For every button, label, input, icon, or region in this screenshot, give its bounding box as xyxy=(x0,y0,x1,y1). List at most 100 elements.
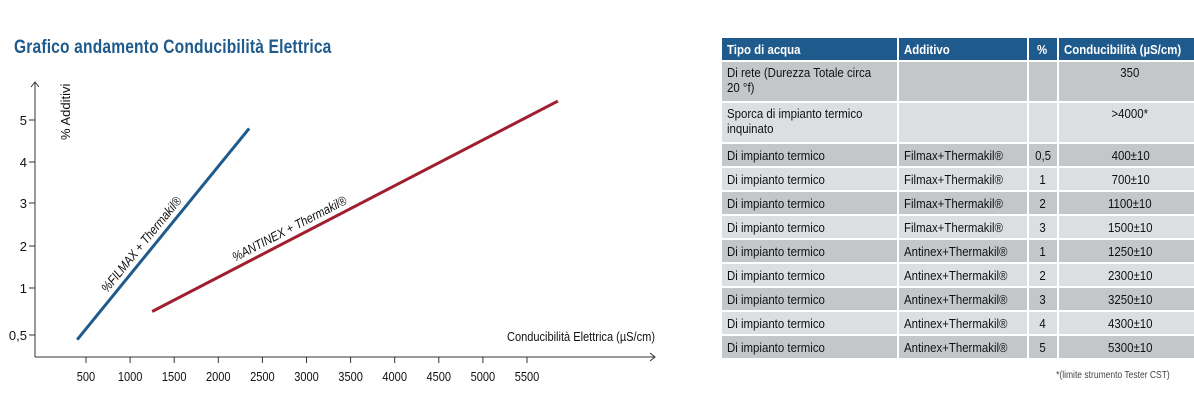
x-axis-arrow-icon xyxy=(649,352,656,362)
y-tick-label: 1 xyxy=(20,281,27,296)
table-cell-text: 1500±10 xyxy=(1108,219,1153,235)
x-tick-label: 500 xyxy=(77,369,96,384)
table-cell: Antinex+Thermakil® xyxy=(899,264,1027,286)
table-cell-text: Di impianto termico xyxy=(727,315,825,331)
table-cell-text: 3 xyxy=(1039,219,1046,235)
x-tick-label: 1500 xyxy=(162,369,187,384)
table-cell: 2 xyxy=(1028,264,1057,286)
table-cell-text: 1 xyxy=(1039,243,1046,259)
x-tick-label: 5500 xyxy=(515,369,540,384)
table-cell: >4000* xyxy=(1058,103,1194,142)
table-row: Di impianto termico Antinex+Thermakil® 1 12… xyxy=(722,240,1194,262)
x-tick-label: 2500 xyxy=(250,369,275,384)
table-cell-text: Di rete (Durezza Totale circa 20 °f) xyxy=(727,65,872,95)
table-cell-text: 1100±10 xyxy=(1108,195,1153,211)
table-cell: Di impianto termico xyxy=(722,192,897,214)
table-cell-text: 2 xyxy=(1039,195,1046,211)
table-cell: 3 xyxy=(1028,216,1057,238)
x-tick-label: 2000 xyxy=(206,369,231,384)
table-cell-text: Filmax+Thermakil® xyxy=(904,147,1004,163)
table-cell: Sporca di impianto termico inquinato xyxy=(722,103,897,142)
table-row: Di impianto termico Filmax+Thermakil® 2 110… xyxy=(722,192,1194,214)
table-cell: Antinex+Thermakil® xyxy=(899,312,1027,334)
table-row: Di impianto termico Filmax+Thermakil® 0,5 4… xyxy=(722,144,1194,166)
column-header-label: Tipo di acqua xyxy=(727,41,801,57)
table-cell-text: Antinex+Thermakil® xyxy=(904,243,1008,259)
table-cell: 700±10 xyxy=(1058,168,1194,190)
table-cell-text: 2 xyxy=(1039,267,1046,283)
series-line-antinex xyxy=(151,99,559,313)
x-tick-label: 4000 xyxy=(382,369,407,384)
y-tick-label: 5 xyxy=(20,113,27,128)
table-cell-text: 700±10 xyxy=(1111,171,1150,187)
table-cell: Di impianto termico xyxy=(722,336,897,358)
table-cell-text: 5 xyxy=(1039,339,1046,355)
table-cell-text: Antinex+Thermakil® xyxy=(904,339,1008,355)
x-tick-label: 3000 xyxy=(294,369,319,384)
table-cell: 2 xyxy=(1028,192,1057,214)
table-cell-text: 400±10 xyxy=(1111,147,1150,163)
table-cell: 0,5 xyxy=(1028,144,1057,166)
chart-title: Grafico andamento Conducibilità Elettric… xyxy=(14,37,332,58)
y-tick-label: 3 xyxy=(20,196,27,211)
table-cell: Di impianto termico xyxy=(722,312,897,334)
table-cell: Filmax+Thermakil® xyxy=(899,192,1027,214)
table-row: Di impianto termico Antinex+Thermakil® 5 53… xyxy=(722,336,1194,358)
table-header-row: Tipo di acqua Additivo% Conducibilità (µS/… xyxy=(722,38,1194,60)
table-cell: Filmax+Thermakil® xyxy=(899,216,1027,238)
table-footnote: *(limite strumento Tester CST) xyxy=(1056,370,1170,381)
table-cell: 3250±10 xyxy=(1058,288,1194,310)
table-cell-text: Di impianto termico xyxy=(727,267,825,283)
table-cell: Di impianto termico xyxy=(722,264,897,286)
table-cell-text: Di impianto termico xyxy=(727,291,825,307)
x-tick-label: 3500 xyxy=(338,369,363,384)
table-cell-text: Antinex+Thermakil® xyxy=(904,315,1008,331)
table-cell: Di impianto termico xyxy=(722,144,897,166)
x-tick-label: 1000 xyxy=(118,369,143,384)
table-cell: 5 xyxy=(1028,336,1057,358)
table-cell-text: >4000* xyxy=(1111,106,1149,121)
table-cell-text: 2300±10 xyxy=(1108,267,1153,283)
table-cell: 3 xyxy=(1028,288,1057,310)
table-cell-text: Sporca di impianto termico inquinato xyxy=(727,106,863,136)
table-cell-text: 350 xyxy=(1120,65,1140,80)
table-cell-text: Filmax+Thermakil® xyxy=(904,219,1004,235)
table-cell-text: 1250±10 xyxy=(1108,243,1153,259)
conductivity-table: Tipo di acqua Additivo% Conducibilità (µS/… xyxy=(720,36,1194,360)
table-cell: 4 xyxy=(1028,312,1057,334)
table-row: Di impianto termico Filmax+Thermakil® 1 700… xyxy=(722,168,1194,190)
column-header-label: Additivo xyxy=(904,41,950,57)
table-cell: 400±10 xyxy=(1058,144,1194,166)
table-cell-text: 4 xyxy=(1039,315,1046,331)
table-cell: 1100±10 xyxy=(1058,192,1194,214)
table-cell xyxy=(899,62,1027,101)
table-cell-text: 0,5 xyxy=(1034,147,1051,163)
table-cell: Antinex+Thermakil® xyxy=(899,336,1027,358)
table-row: Di impianto termico Antinex+Thermakil® 2 23… xyxy=(722,264,1194,286)
table-cell-text: Di impianto termico xyxy=(727,195,825,211)
table-cell-text: Di impianto termico xyxy=(727,171,825,187)
table-cell: 350 xyxy=(1058,62,1194,101)
series-label-antinex: %ANTINEX + Thermakil® xyxy=(230,193,350,265)
table-cell xyxy=(1028,62,1057,101)
table-cell: 1 xyxy=(1028,240,1057,262)
table-cell: 5300±10 xyxy=(1058,336,1194,358)
table-cell: 4300±10 xyxy=(1058,312,1194,334)
table-cell-text: 3250±10 xyxy=(1108,291,1153,307)
table-cell-text: Di impianto termico xyxy=(727,147,825,163)
table-cell-text: 1 xyxy=(1039,171,1046,187)
y-axis-arrow-icon xyxy=(30,81,40,88)
column-header: Conducibilità (µS/cm) xyxy=(1058,38,1194,60)
series-label-filmax: %FILMAX + Thermakil® xyxy=(98,194,185,296)
table-row: Di impianto termico Antinex+Thermakil® 3 32… xyxy=(722,288,1194,310)
table-cell-text: Filmax+Thermakil® xyxy=(904,195,1004,211)
table-cell: Di impianto termico xyxy=(722,240,897,262)
table-cell: Filmax+Thermakil® xyxy=(899,144,1027,166)
table-cell-text: Di impianto termico xyxy=(727,219,825,235)
x-axis-label: Conducibilità Elettrica (µS/cm) xyxy=(507,329,655,344)
table-cell-text: Di impianto termico xyxy=(727,339,825,355)
table-cell-text: 5300±10 xyxy=(1108,339,1153,355)
table-cell: Di rete (Durezza Totale circa 20 °f) xyxy=(722,62,897,101)
column-header-label: Conducibilità (µS/cm) xyxy=(1063,41,1181,57)
table-cell: Di impianto termico xyxy=(722,216,897,238)
